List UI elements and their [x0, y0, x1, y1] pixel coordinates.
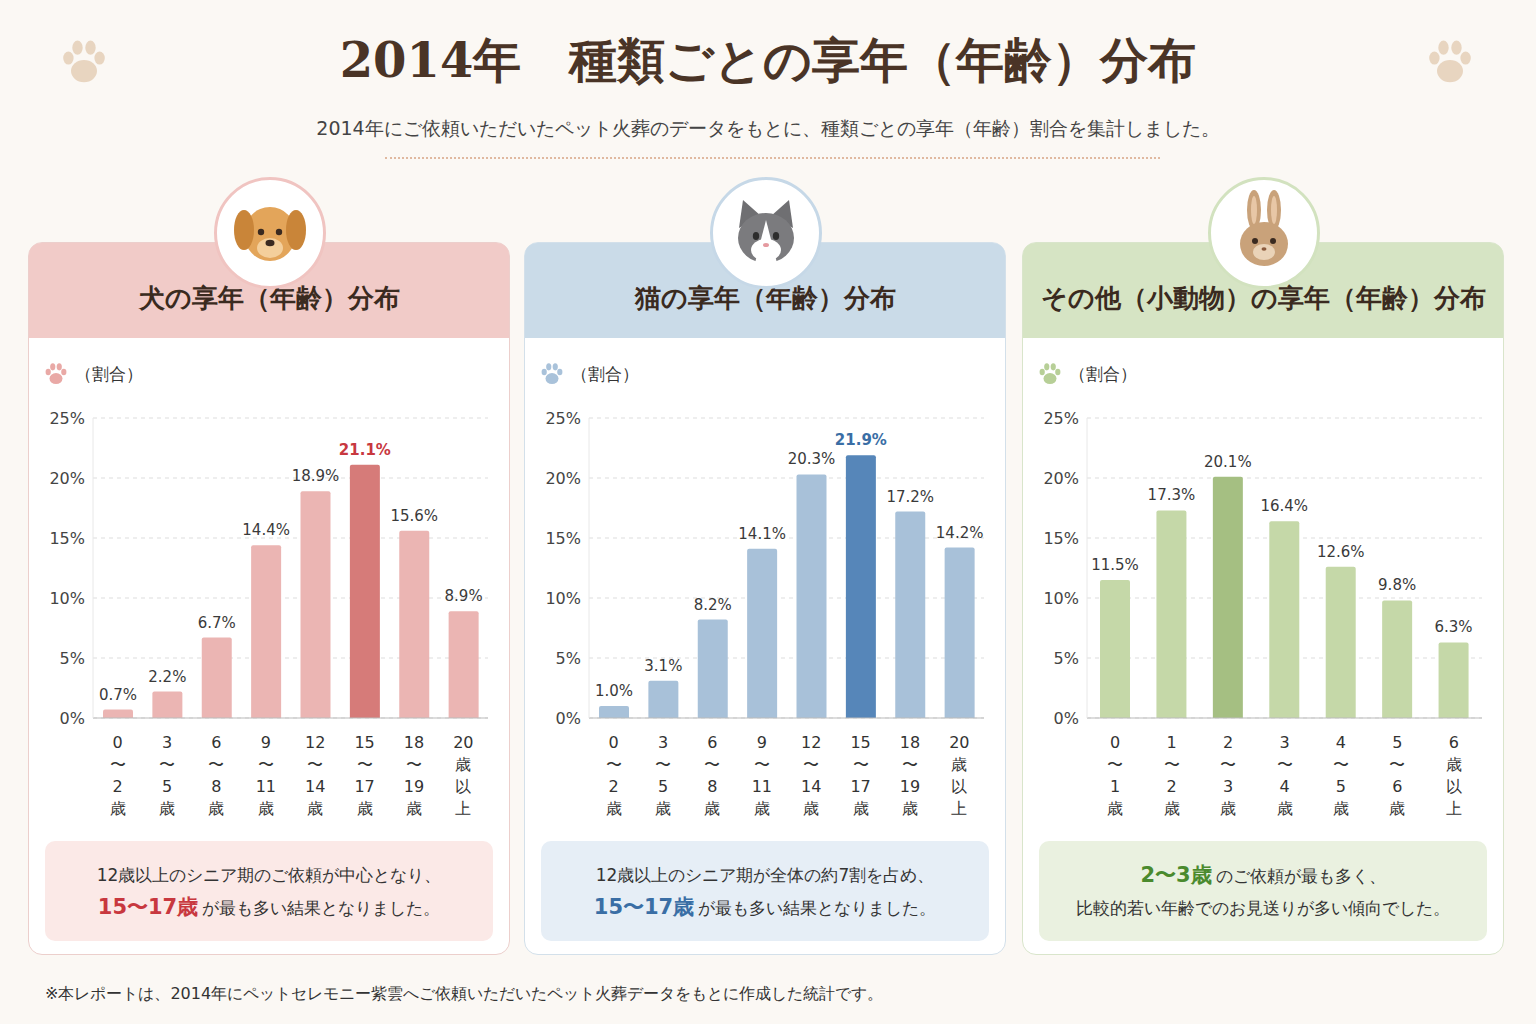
svg-text:16.4%: 16.4%	[1260, 497, 1308, 515]
html-text:12歳以上のシニア期のご依頼が中心となり、: 12歳以上のシニア期のご依頼が中心となり、	[96, 864, 442, 885]
svg-text:6歳以上: 6歳以上	[1446, 733, 1462, 818]
svg-text:20歳以上: 20歳以上	[949, 733, 969, 818]
svg-text:12〜14歳: 12〜14歳	[305, 733, 325, 818]
html-text:2014年にご依頼いただいたペット火葬のデータをもとに、種類: 2014年にご依頼いただいたペット火葬のデータをもとに、種類ごとの享年（年齢）割…	[316, 117, 1220, 139]
svg-text:0%: 0%	[556, 709, 581, 728]
svg-text:9.8%: 9.8%	[1378, 576, 1416, 594]
svg-text:25%: 25%	[1043, 409, 1079, 428]
svg-text:18.9%: 18.9%	[292, 467, 340, 485]
svg-text:8.2%: 8.2%	[694, 596, 732, 614]
svg-text:9〜11歳: 9〜11歳	[256, 733, 276, 818]
svg-text:15〜17歳: 15〜17歳	[354, 733, 374, 818]
svg-text:2.2%: 2.2%	[148, 668, 186, 686]
html-text:（割合）: （割合）	[571, 363, 639, 384]
svg-text:3〜4歳: 3〜4歳	[1277, 733, 1293, 818]
svg-text:5〜6歳: 5〜6歳	[1389, 733, 1405, 818]
svg-text:12〜14歳: 12〜14歳	[801, 733, 821, 818]
html-text:15〜17歳が最も多い結果となりました。: 15〜17歳が最も多い結果となりました。	[593, 894, 937, 919]
svg-text:21.9%: 21.9%	[835, 431, 887, 449]
svg-text:0〜1歳: 0〜1歳	[1107, 733, 1123, 818]
html-text:猫の享年（年齢）分布: 猫の享年（年齢）分布	[634, 283, 896, 313]
svg-text:4〜5歳: 4〜5歳	[1333, 733, 1349, 818]
svg-text:20.3%: 20.3%	[788, 450, 836, 468]
svg-text:0〜2歳: 0〜2歳	[110, 733, 126, 818]
html-text:2014年 種類ごとの享年（年齢）分布: 2014年 種類ごとの享年（年齢）分布	[339, 32, 1197, 88]
svg-text:6〜8歳: 6〜8歳	[208, 733, 224, 818]
html-text:12歳以上のシニア期が全体の約7割を占め、: 12歳以上のシニア期が全体の約7割を占め、	[595, 864, 935, 885]
svg-text:21.1%: 21.1%	[339, 441, 391, 459]
svg-text:5%: 5%	[556, 649, 581, 668]
html-text:その他（小動物）の享年（年齢）分布: その他（小動物）の享年（年齢）分布	[1040, 283, 1486, 313]
svg-text:5%: 5%	[1054, 649, 1079, 668]
svg-text:15〜17歳: 15〜17歳	[850, 733, 870, 818]
svg-text:5%: 5%	[60, 649, 85, 668]
html-text:（割合）: （割合）	[75, 363, 143, 384]
svg-text:20%: 20%	[545, 469, 581, 488]
svg-text:11.5%: 11.5%	[1091, 556, 1139, 574]
svg-text:0〜2歳: 0〜2歳	[606, 733, 622, 818]
svg-text:14.2%: 14.2%	[936, 524, 984, 542]
svg-text:10%: 10%	[1043, 589, 1079, 608]
svg-text:15%: 15%	[49, 529, 85, 548]
svg-text:18〜19歳: 18〜19歳	[404, 733, 424, 818]
svg-text:17.3%: 17.3%	[1148, 486, 1196, 504]
html-text:犬の享年（年齢）分布: 犬の享年（年齢）分布	[138, 283, 400, 313]
svg-text:0%: 0%	[1054, 709, 1079, 728]
svg-text:8.9%: 8.9%	[445, 587, 483, 605]
html-text:（割合）: （割合）	[1069, 363, 1137, 384]
svg-text:3.1%: 3.1%	[644, 657, 682, 675]
svg-text:17.2%: 17.2%	[886, 488, 934, 506]
svg-text:25%: 25%	[49, 409, 85, 428]
svg-text:20%: 20%	[49, 469, 85, 488]
html-text:比較的若い年齢でのお見送りが多い傾向でした。: 比較的若い年齢でのお見送りが多い傾向でした。	[1076, 897, 1450, 918]
svg-text:14.4%: 14.4%	[242, 521, 290, 539]
svg-text:3〜5歳: 3〜5歳	[655, 733, 671, 818]
svg-text:20歳以上: 20歳以上	[453, 733, 473, 818]
svg-text:25%: 25%	[545, 409, 581, 428]
svg-text:20.1%: 20.1%	[1204, 453, 1252, 471]
svg-text:0%: 0%	[60, 709, 85, 728]
svg-text:6〜8歳: 6〜8歳	[704, 733, 720, 818]
svg-text:10%: 10%	[545, 589, 581, 608]
svg-text:9〜11歳: 9〜11歳	[752, 733, 772, 818]
svg-text:1.0%: 1.0%	[595, 682, 633, 700]
svg-text:15%: 15%	[545, 529, 581, 548]
svg-text:20%: 20%	[1043, 469, 1079, 488]
html-text:15〜17歳が最も多い結果となりました。: 15〜17歳が最も多い結果となりました。	[97, 894, 441, 919]
svg-text:0.7%: 0.7%	[99, 686, 137, 704]
svg-text:18〜19歳: 18〜19歳	[900, 733, 920, 818]
html-text:※本レポートは、2014年にペットセレモニー紫雲へご依頼いた: ※本レポートは、2014年にペットセレモニー紫雲へご依頼いただいたペット火葬デー…	[45, 984, 884, 1003]
svg-text:3〜5歳: 3〜5歳	[159, 733, 175, 818]
svg-text:2〜3歳: 2〜3歳	[1220, 733, 1236, 818]
svg-text:6.3%: 6.3%	[1435, 618, 1473, 636]
svg-text:1〜2歳: 1〜2歳	[1164, 733, 1180, 818]
svg-text:10%: 10%	[49, 589, 85, 608]
svg-text:14.1%: 14.1%	[738, 525, 786, 543]
svg-text:6.7%: 6.7%	[198, 614, 236, 632]
svg-text:12.6%: 12.6%	[1317, 543, 1365, 561]
svg-text:15.6%: 15.6%	[390, 507, 438, 525]
html-text:2〜3歳のご依頼が最も多く、: 2〜3歳のご依頼が最も多く、	[1140, 862, 1386, 887]
svg-text:15%: 15%	[1043, 529, 1079, 548]
